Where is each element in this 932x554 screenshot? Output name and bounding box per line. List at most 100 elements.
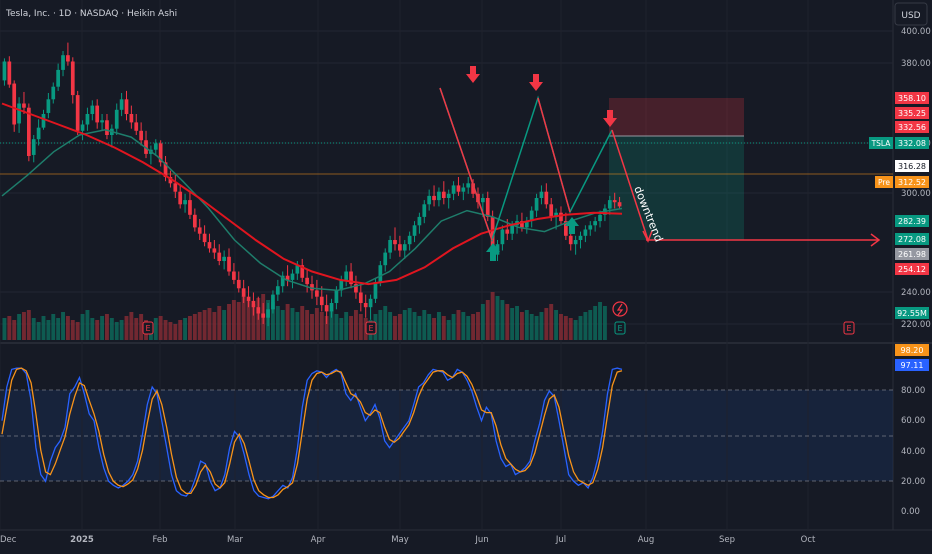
candle-body[interactable]	[61, 55, 65, 70]
candle-body[interactable]	[163, 162, 168, 177]
candle-body[interactable]	[510, 225, 515, 234]
time-tick-label[interactable]: Aug	[638, 535, 655, 545]
candle-body[interactable]	[188, 200, 192, 215]
currency-button[interactable]	[894, 2, 928, 26]
candle-body[interactable]	[402, 244, 407, 251]
candle-body[interactable]	[168, 177, 173, 184]
candle-body[interactable]	[300, 265, 305, 278]
price-tick-label[interactable]: 300.00	[901, 189, 931, 199]
candle-body[interactable]	[432, 195, 436, 201]
candle-body[interactable]	[578, 235, 583, 240]
candle-body[interactable]	[315, 290, 319, 297]
time-tick-label[interactable]: Jun	[474, 535, 488, 545]
candle-body[interactable]	[588, 225, 593, 230]
candle-body[interactable]	[12, 83, 17, 125]
candle-body[interactable]	[56, 69, 60, 87]
candle-body[interactable]	[412, 225, 417, 236]
candle-body[interactable]	[437, 191, 441, 201]
price-tick-label[interactable]: 380.00	[901, 59, 931, 69]
candle-body[interactable]	[451, 185, 456, 194]
candle-body[interactable]	[31, 139, 36, 155]
candle-body[interactable]	[70, 61, 75, 96]
position-stop-zone[interactable]	[609, 98, 744, 136]
candle-body[interactable]	[481, 198, 485, 203]
candle-body[interactable]	[388, 240, 392, 253]
candle-body[interactable]	[383, 252, 388, 266]
stoch-tick-label[interactable]: 20.00	[901, 477, 925, 487]
earnings-marker[interactable]	[843, 321, 855, 335]
candle-body[interactable]	[236, 279, 241, 289]
time-tick-label[interactable]: Apr	[311, 535, 326, 545]
candle-body[interactable]	[7, 61, 12, 85]
candle-body[interactable]	[41, 114, 46, 128]
time-tick-label[interactable]: Jul	[555, 535, 566, 545]
candle-body[interactable]	[212, 248, 217, 253]
candle-body[interactable]	[598, 214, 602, 222]
candle-body[interactable]	[51, 86, 56, 100]
candle-body[interactable]	[46, 99, 51, 113]
candle-body[interactable]	[456, 185, 461, 192]
candle-body[interactable]	[310, 284, 314, 291]
green-up-arrow[interactable]	[565, 217, 579, 234]
symbol-header[interactable]: Tesla, Inc. · 1D · NASDAQ · Heikin Ashi	[5, 9, 177, 19]
candle-body[interactable]	[95, 105, 100, 123]
candle-body[interactable]	[17, 103, 21, 124]
candle-body[interactable]	[573, 240, 578, 245]
candle-body[interactable]	[520, 221, 524, 228]
candle-body[interactable]	[539, 191, 544, 198]
candle-body[interactable]	[617, 202, 622, 207]
time-tick-label[interactable]: 2025	[70, 535, 94, 545]
time-tick-label[interactable]: Sep	[719, 535, 735, 545]
candle-body[interactable]	[344, 271, 349, 280]
candle-body[interactable]	[549, 204, 554, 217]
candle-body[interactable]	[524, 221, 529, 228]
pattern-leg-red-2[interactable]	[537, 97, 571, 213]
candle-body[interactable]	[417, 216, 422, 226]
stoch-tick-label[interactable]: 0.00	[901, 507, 920, 517]
candle-body[interactable]	[564, 221, 568, 236]
candle-body[interactable]	[466, 183, 471, 188]
candle-body[interactable]	[422, 204, 427, 217]
candle-body[interactable]	[202, 233, 207, 243]
candle-body[interactable]	[256, 307, 261, 314]
candle-body[interactable]	[559, 212, 563, 222]
candle-body[interactable]	[266, 309, 270, 318]
candle-body[interactable]	[36, 127, 41, 140]
candle-body[interactable]	[119, 99, 124, 110]
candle-body[interactable]	[158, 143, 163, 163]
candle-body[interactable]	[227, 256, 231, 272]
candle-body[interactable]	[446, 193, 451, 198]
price-tick-label[interactable]: 220.00	[901, 320, 931, 330]
candle-body[interactable]	[354, 284, 358, 293]
candle-body[interactable]	[378, 265, 383, 282]
candle-body[interactable]	[246, 296, 251, 301]
candle-body[interactable]	[393, 240, 397, 245]
red-down-arrow[interactable]	[529, 74, 543, 91]
candle-body[interactable]	[139, 130, 143, 141]
candle-body[interactable]	[339, 279, 344, 291]
candle-body[interactable]	[329, 303, 334, 312]
candle-body[interactable]	[324, 305, 329, 312]
candle-body[interactable]	[124, 99, 129, 114]
time-tick-label[interactable]: Feb	[152, 535, 167, 545]
candle-body[interactable]	[222, 256, 226, 261]
stoch-tick-label[interactable]: 60.00	[901, 416, 925, 426]
earnings-marker[interactable]	[142, 321, 154, 335]
price-tick-label[interactable]: 240.00	[901, 288, 931, 298]
candle-body[interactable]	[261, 313, 266, 318]
candle-body[interactable]	[441, 191, 446, 198]
candle-body[interactable]	[85, 114, 90, 125]
candle-body[interactable]	[583, 229, 588, 236]
candle-body[interactable]	[607, 200, 612, 209]
candle-body[interactable]	[319, 296, 324, 306]
candle-body[interactable]	[398, 244, 402, 251]
candle-body[interactable]	[612, 200, 617, 203]
red-down-arrow[interactable]	[466, 66, 480, 83]
candle-body[interactable]	[407, 235, 412, 245]
red-down-arrow[interactable]	[603, 110, 617, 127]
candle-body[interactable]	[461, 187, 466, 192]
earnings-marker[interactable]	[365, 321, 377, 335]
position-target-zone[interactable]	[609, 136, 744, 240]
candle-body[interactable]	[529, 210, 534, 222]
candle-body[interactable]	[505, 229, 510, 234]
